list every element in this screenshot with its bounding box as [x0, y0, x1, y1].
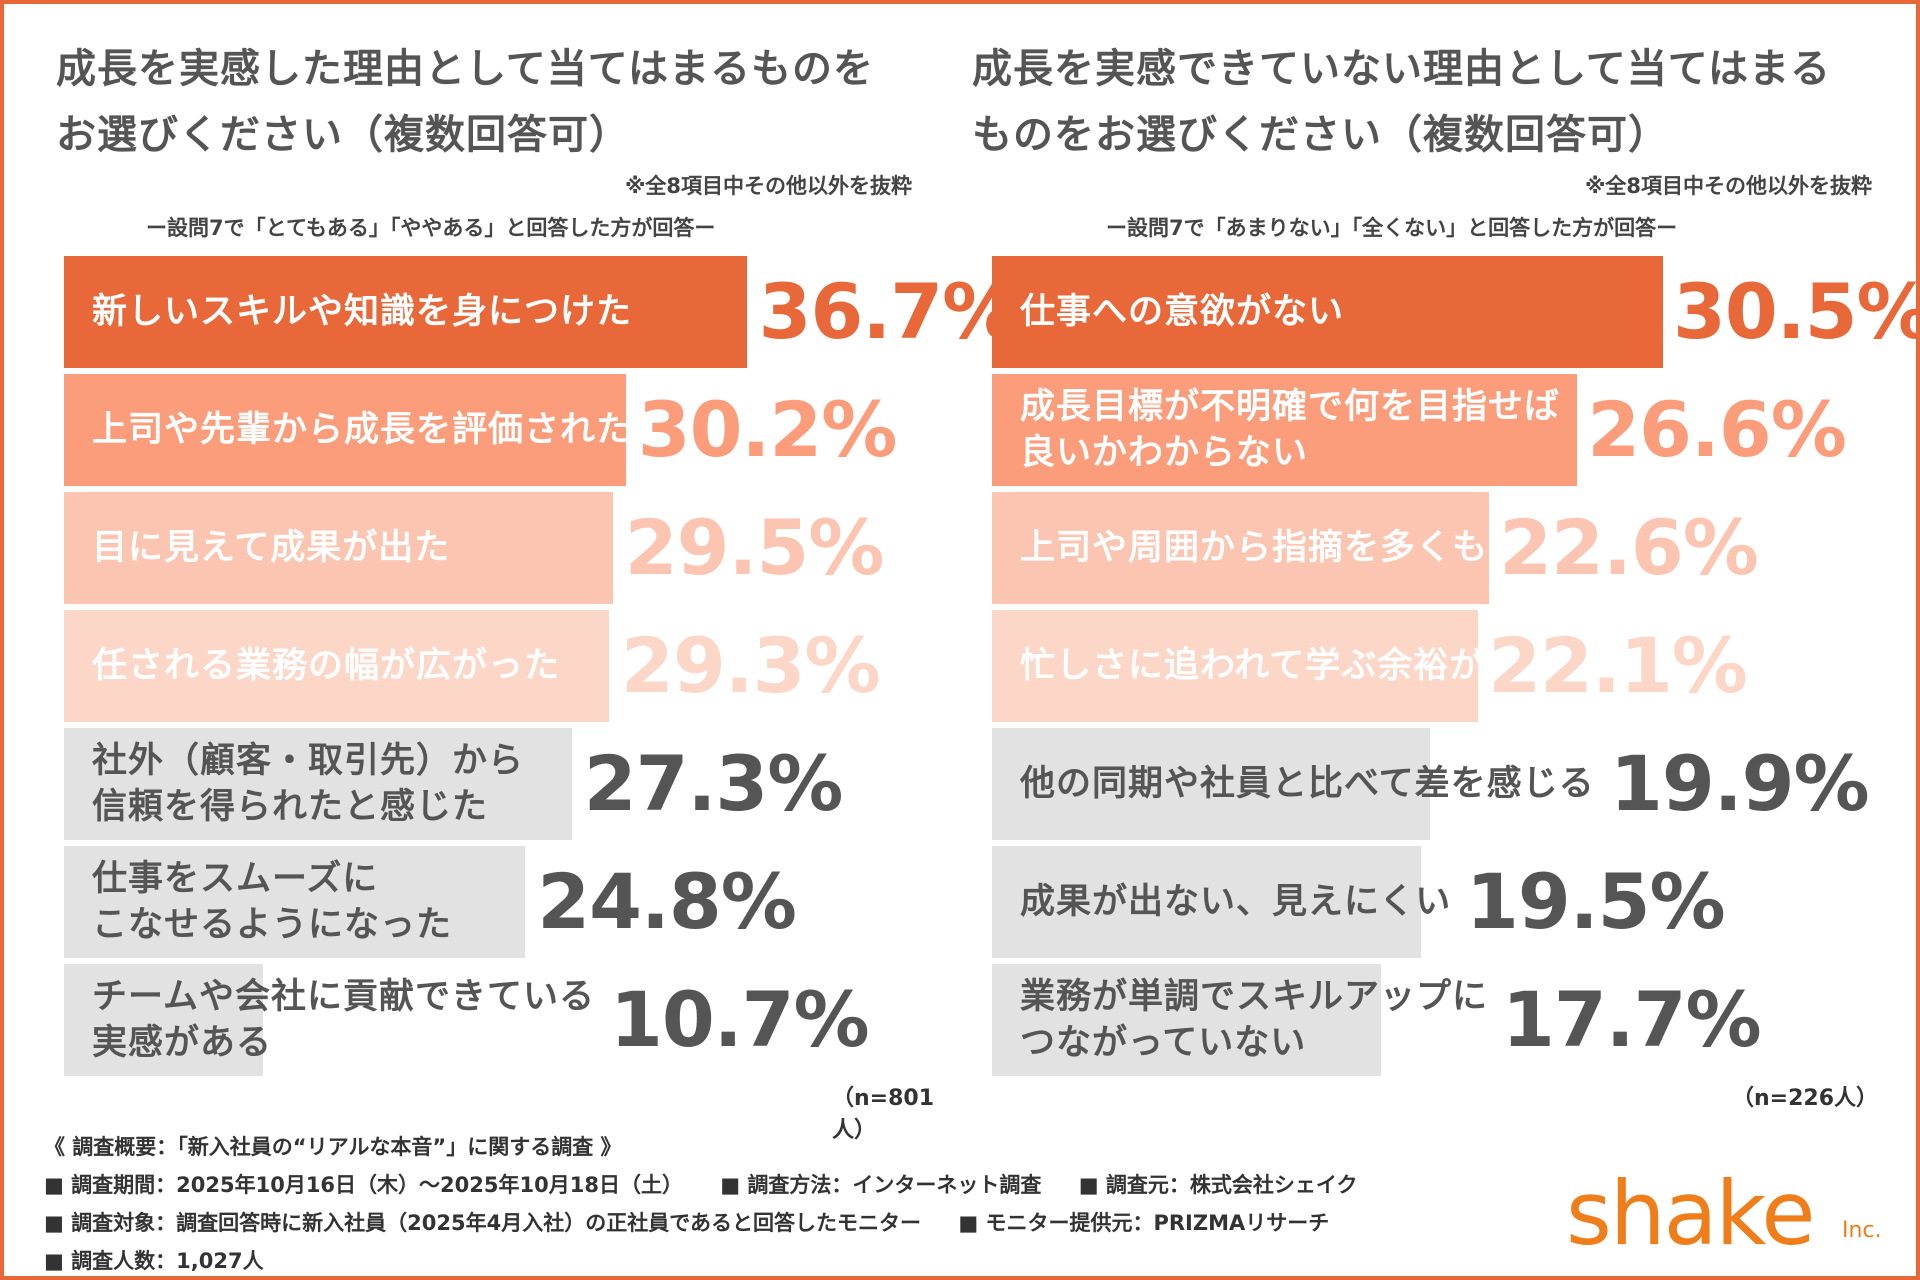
infographic-frame: 成長を実感した理由として当てはまるものを お選びください（複数回答可） ※全8項…: [4, 4, 1920, 1276]
bar-left-3: [64, 492, 613, 604]
bar-label: 成果が出ない、見えにくい: [1020, 882, 1452, 922]
bar-left-4: [64, 610, 609, 722]
bar-value-label: 10.7%: [610, 975, 870, 1064]
bar-right-6: [992, 846, 1421, 958]
bar-label: 他の同期や社員と比べて差を感じる: [1020, 764, 1595, 804]
left-chart-note: ※全8項目中その他以外を抜粋: [624, 174, 912, 198]
bar-label: 成長目標が不明確で何を目指せば 良いかわからない: [1020, 387, 1561, 473]
left-bar-chart: 新しいスキルや知識を身につけた 36.7% 上司や先輩から成長を評価された 30.2%…: [4, 4, 1018, 1104]
bar-right-7: [992, 964, 1382, 1076]
logo-suffix: Inc.: [1842, 1218, 1882, 1243]
bar-value-label: 19.5%: [1466, 857, 1726, 946]
bar-label: 新しいスキルや知識を身につけた: [92, 292, 633, 332]
bar-right-1: [992, 256, 1663, 368]
bar-label: 任される業務の幅が広がった: [92, 646, 561, 686]
right-chart-title: 成長を実感できていない理由として当てはまる ものをお選びください（複数回答可）: [972, 46, 1831, 158]
bar-value-label: 26.6%: [1587, 385, 1847, 474]
survey-method: ■ 調査方法：インターネット調査: [720, 1173, 1042, 1197]
bar-right-4: [992, 610, 1479, 722]
survey-organizer: ■ 調査元：株式会社シェイク: [1078, 1173, 1358, 1197]
bar-left-2: [64, 374, 626, 486]
bar-label: 社外（顧客・取引先）から 信頼を得られたと感じた: [92, 741, 525, 827]
bar-left-6: [64, 846, 526, 958]
survey-respondents: ■ 調査人数：1,027人: [44, 1249, 264, 1273]
bar-left-1: [64, 256, 747, 368]
left-chart-title: 成長を実感した理由として当てはまるものを お選びください（複数回答可）: [56, 46, 874, 158]
bar-value-label: 29.5%: [624, 503, 885, 592]
bar-label: 目に見えて成果が出た: [92, 528, 451, 568]
right-sample-size: （n=226人）: [1732, 1086, 1879, 1111]
bar-value-label: 36.7%: [758, 267, 1019, 356]
bar-left-5: [64, 728, 572, 840]
bar-value-label: 19.9%: [1610, 739, 1870, 828]
bar-value-label: 22.1%: [1488, 621, 1748, 710]
right-chart-subtitle: ー設問7で「あまりない」「全くない」と回答した方が回答ー: [1106, 216, 1678, 240]
survey-info-line-1: ■ 調査期間：2025年10月16日（木）～2025年10月18日（土） ■ 調…: [44, 1166, 1544, 1204]
right-bar-chart: 仕事への意欲がない 30.5% 成長目標が不明確で何を目指せば 良いかわからない 26…: [964, 4, 1920, 1104]
shake-logo: shake Inc.: [1566, 1166, 1906, 1266]
bar-left-7: [64, 964, 264, 1076]
bar-value-label: 30.5%: [1673, 267, 1920, 356]
bar-label: 忙しさに追われて学ぶ余裕がない: [1020, 646, 1558, 686]
bar-value-label: 30.2%: [637, 385, 898, 474]
survey-info-line-2: ■ 調査対象：調査回答時に新入社員（2025年4月入社）の正社員であると回答した…: [44, 1204, 1544, 1242]
bar-label: 仕事をスムーズに こなせるようになった: [92, 859, 453, 945]
survey-name: 《 調査概要：「新入社員の“リアルな本音”」に関する調査 》: [44, 1135, 622, 1159]
bar-label: 仕事への意欲がない: [1020, 292, 1345, 332]
survey-target: ■ 調査対象：調査回答時に新入社員（2025年4月入社）の正社員であると回答した…: [44, 1211, 921, 1235]
bar-value-label: 17.7%: [1502, 975, 1762, 1064]
bar-value-label: 27.3%: [583, 739, 844, 828]
bar-value-label: 29.3%: [620, 621, 881, 710]
survey-provider: ■ モニター提供元：PRIZMAリサーチ: [958, 1211, 1330, 1235]
bar-right-2: [992, 374, 1578, 486]
bar-label: 上司や周囲から指摘を多くもらう: [1020, 528, 1561, 568]
bar-right-3: [992, 492, 1490, 604]
survey-footer: 《 調査概要：「新入社員の“リアルな本音”」に関する調査 》 ■ 調査期間：20…: [44, 1128, 1544, 1280]
logo-wordmark: shake: [1566, 1162, 1816, 1265]
bar-value-label: 22.6%: [1499, 503, 1759, 592]
right-chart-note: ※全8項目中その他以外を抜粋: [1584, 174, 1872, 198]
bar-right-5: [992, 728, 1430, 840]
bar-label: 上司や先輩から成長を評価された: [92, 410, 633, 450]
bar-label: 業務が単調でスキルアップに つながっていない: [1020, 977, 1489, 1063]
bar-label: チームや会社に貢献できている 実感がある: [92, 977, 595, 1063]
left-sample-size: （n=801人）: [832, 1086, 935, 1143]
bar-value-label: 24.8%: [537, 857, 797, 946]
survey-period: ■ 調査期間：2025年10月16日（木）～2025年10月18日（土）: [44, 1173, 683, 1197]
left-chart-subtitle: ー設問7で「とてもある」「ややある」と回答した方が回答ー: [146, 216, 716, 240]
